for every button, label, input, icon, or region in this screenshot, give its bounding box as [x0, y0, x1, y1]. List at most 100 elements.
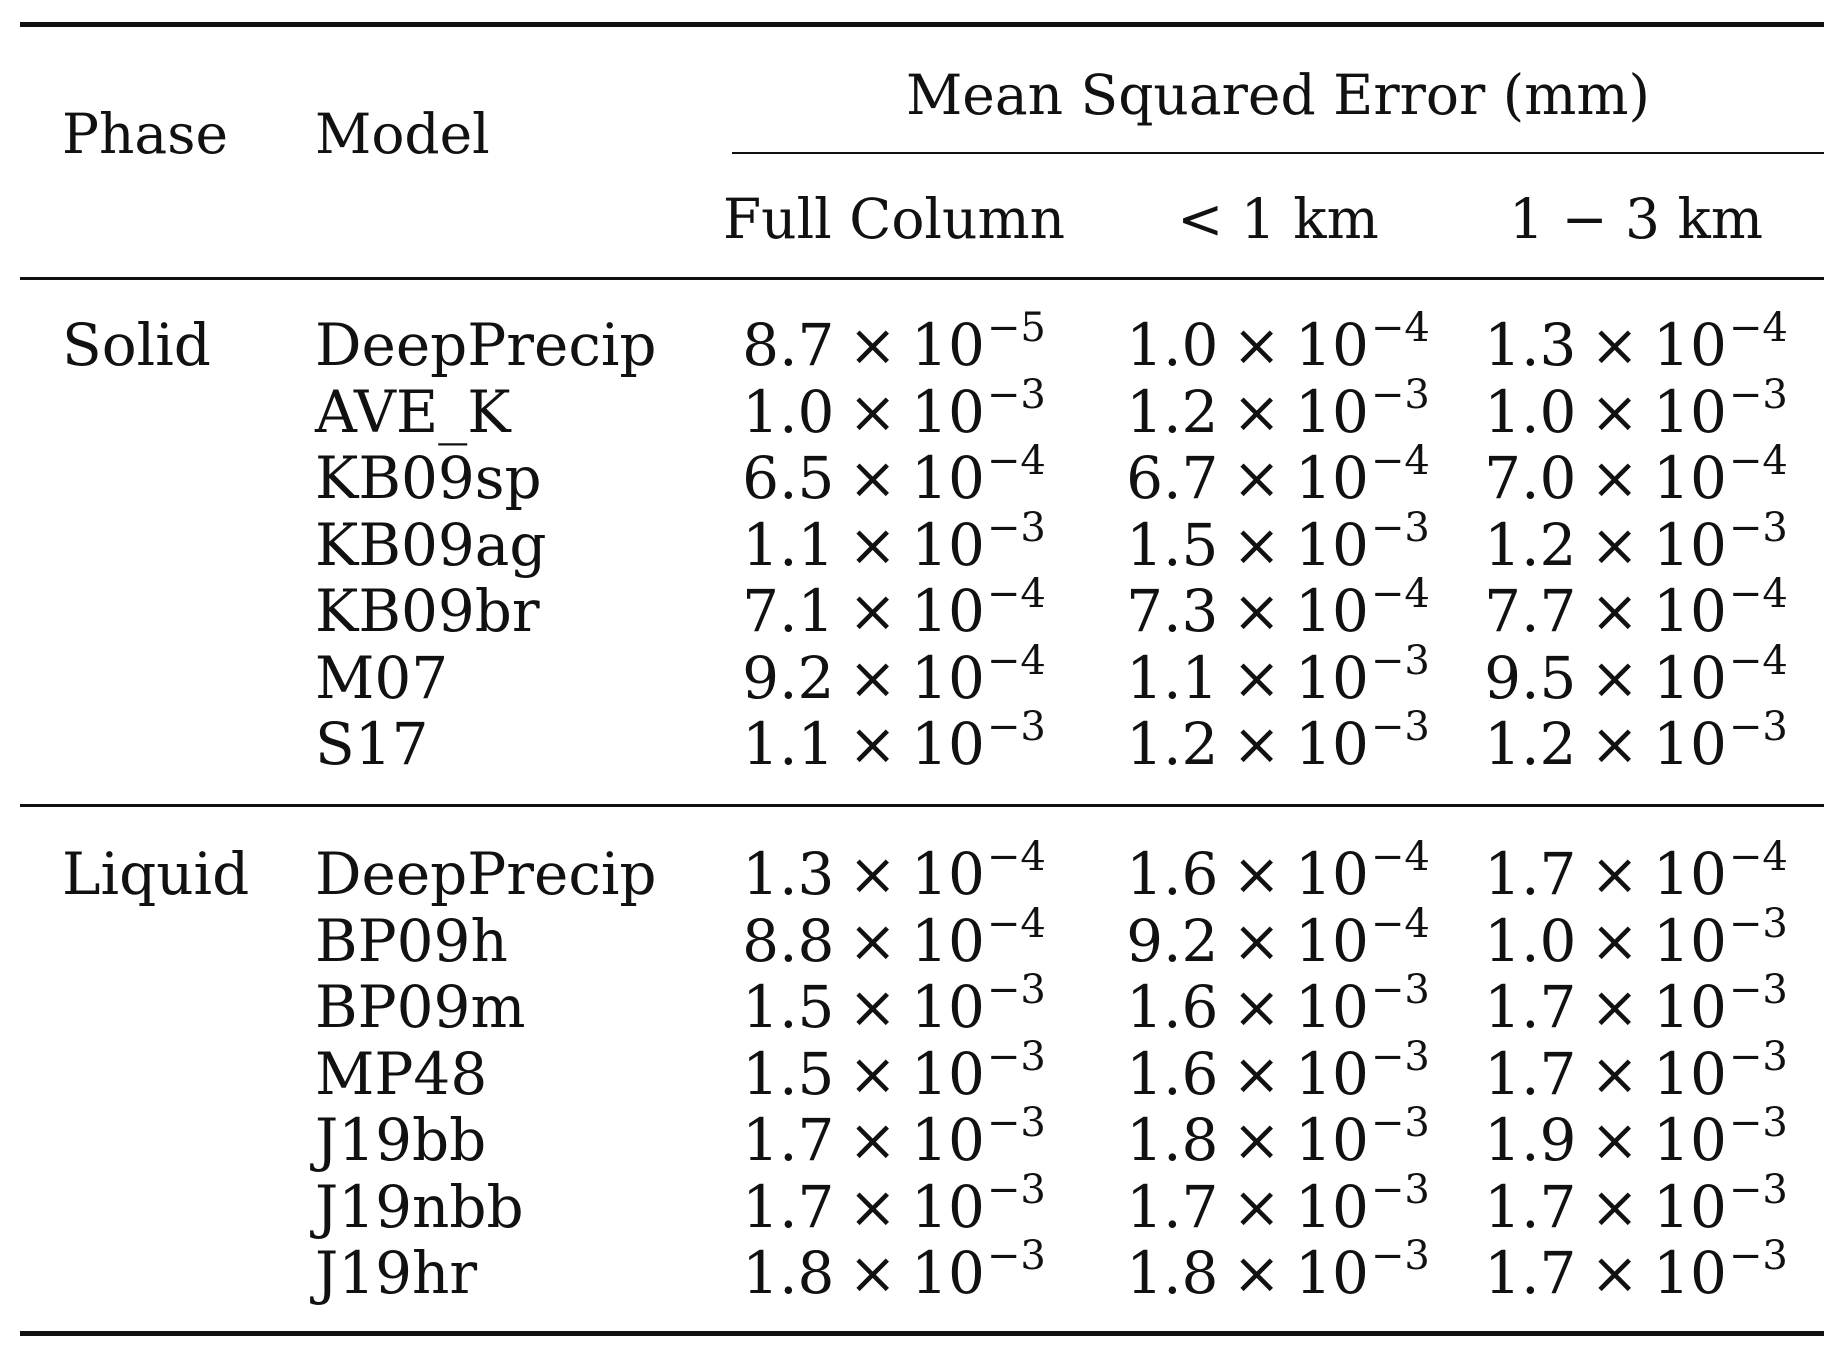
exponent: −4 — [1370, 438, 1430, 484]
mantissa: 1.7 — [1484, 1239, 1577, 1307]
mantissa: 1.8 — [1126, 1106, 1219, 1174]
mse-value-cell: 1.6 × 10−4 — [1126, 837, 1430, 903]
base-ten: 10 — [1295, 840, 1369, 908]
exponent: −3 — [986, 1100, 1046, 1146]
mse-value-cell: 1.5 × 10−3 — [742, 970, 1046, 1036]
times-sign: × — [1590, 840, 1640, 908]
mantissa: 7.7 — [1484, 577, 1577, 645]
base-ten: 10 — [1295, 643, 1369, 712]
mse-value-cell: 1.9 × 10−3 — [1484, 1103, 1788, 1169]
times-sign: × — [1232, 311, 1282, 379]
mantissa: 9.2 — [742, 643, 835, 712]
base-ten: 10 — [911, 1106, 985, 1174]
times-sign: × — [1232, 510, 1282, 579]
times-sign: × — [848, 510, 898, 579]
mantissa: 1.0 — [1126, 311, 1219, 379]
model-name: AVE_K — [315, 377, 511, 446]
exponent: −3 — [1728, 1233, 1788, 1279]
exponent: −3 — [1728, 1166, 1788, 1213]
base-ten: 10 — [1653, 1239, 1727, 1307]
base-ten: 10 — [1653, 510, 1727, 579]
exponent: −3 — [1728, 504, 1788, 551]
mse-value-cell: 7.0 × 10−4 — [1484, 441, 1788, 507]
exponent: −3 — [986, 967, 1046, 1013]
mantissa: 1.7 — [742, 1106, 835, 1174]
base-ten: 10 — [1295, 710, 1369, 778]
exponent: −3 — [1370, 637, 1430, 684]
exponent: −3 — [1370, 371, 1430, 418]
base-ten: 10 — [911, 840, 985, 908]
mse-value-cell: 9.2 × 10−4 — [1126, 904, 1430, 970]
model-name: J19bb — [315, 1106, 487, 1174]
mantissa: 7.1 — [742, 577, 835, 645]
model-name: KB09br — [315, 577, 540, 645]
mse-value-cell: 7.3 × 10−4 — [1126, 574, 1430, 640]
exponent: −4 — [986, 438, 1046, 484]
times-sign: × — [848, 1172, 898, 1241]
times-sign: × — [1590, 311, 1640, 379]
times-sign: × — [848, 311, 898, 379]
mse-value-cell: 1.7 × 10−3 — [1484, 1236, 1788, 1302]
exponent: −3 — [1370, 1166, 1430, 1213]
phase-label: Liquid — [62, 840, 250, 908]
mantissa: 1.0 — [742, 377, 835, 446]
times-sign: × — [1232, 444, 1282, 512]
times-sign: × — [1590, 906, 1640, 975]
times-sign: × — [848, 840, 898, 908]
mse-value-cell: 7.1 × 10−4 — [742, 574, 1046, 640]
mantissa: 1.0 — [1484, 906, 1577, 975]
base-ten: 10 — [1295, 973, 1369, 1041]
times-sign: × — [1590, 510, 1640, 579]
times-sign: × — [1232, 577, 1282, 645]
mantissa: 1.6 — [1126, 1039, 1219, 1108]
times-sign: × — [1232, 973, 1282, 1041]
base-ten: 10 — [1653, 577, 1727, 645]
mantissa: 6.5 — [742, 444, 835, 512]
header-model: Model — [315, 102, 490, 166]
mse-value-cell: 1.6 × 10−3 — [1126, 970, 1430, 1036]
mantissa: 1.1 — [742, 710, 835, 778]
base-ten: 10 — [1653, 973, 1727, 1041]
base-ten: 10 — [1295, 1106, 1369, 1174]
model-name: J19hr — [315, 1239, 478, 1307]
times-sign: × — [848, 444, 898, 512]
times-sign: × — [848, 643, 898, 712]
exponent: −3 — [986, 1166, 1046, 1213]
mse-value-cell: 9.5 × 10−4 — [1484, 641, 1788, 707]
exponent: −4 — [986, 834, 1046, 880]
mse-value-cell: 1.3 × 10−4 — [1484, 308, 1788, 374]
exponent: −3 — [986, 1233, 1046, 1279]
times-sign: × — [848, 377, 898, 446]
mantissa: 1.7 — [1484, 1172, 1577, 1241]
mantissa: 9.2 — [1126, 906, 1219, 975]
base-ten: 10 — [911, 973, 985, 1041]
model-name: BP09m — [315, 973, 526, 1041]
exponent: −3 — [1728, 1100, 1788, 1146]
times-sign: × — [1232, 1106, 1282, 1174]
base-ten: 10 — [1653, 1172, 1727, 1241]
exponent: −4 — [1370, 571, 1430, 617]
base-ten: 10 — [911, 510, 985, 579]
mantissa: 1.6 — [1126, 973, 1219, 1041]
mantissa: 1.7 — [742, 1172, 835, 1241]
base-ten: 10 — [911, 577, 985, 645]
mse-value-cell: 1.0 × 10−3 — [1484, 904, 1788, 970]
base-ten: 10 — [911, 1039, 985, 1108]
base-ten: 10 — [911, 1172, 985, 1241]
base-ten: 10 — [1653, 643, 1727, 712]
model-name: KB09ag — [315, 510, 547, 579]
mse-value-cell: 1.5 × 10−3 — [1126, 508, 1430, 574]
mse-value-cell: 1.8 × 10−3 — [1126, 1236, 1430, 1302]
mse-value-cell: 1.2 × 10−3 — [1484, 707, 1788, 773]
header-below-1km: < 1 km — [1177, 187, 1379, 251]
mantissa: 7.3 — [1126, 577, 1219, 645]
mse-value-cell: 1.0 × 10−3 — [742, 375, 1046, 441]
mantissa: 7.0 — [1484, 444, 1577, 512]
mantissa: 1.5 — [1126, 510, 1219, 579]
mantissa: 1.5 — [742, 973, 835, 1041]
base-ten: 10 — [911, 1239, 985, 1307]
mse-value-cell: 1.3 × 10−4 — [742, 837, 1046, 903]
times-sign: × — [1590, 643, 1640, 712]
mantissa: 6.7 — [1126, 444, 1219, 512]
mantissa: 1.6 — [1126, 840, 1219, 908]
